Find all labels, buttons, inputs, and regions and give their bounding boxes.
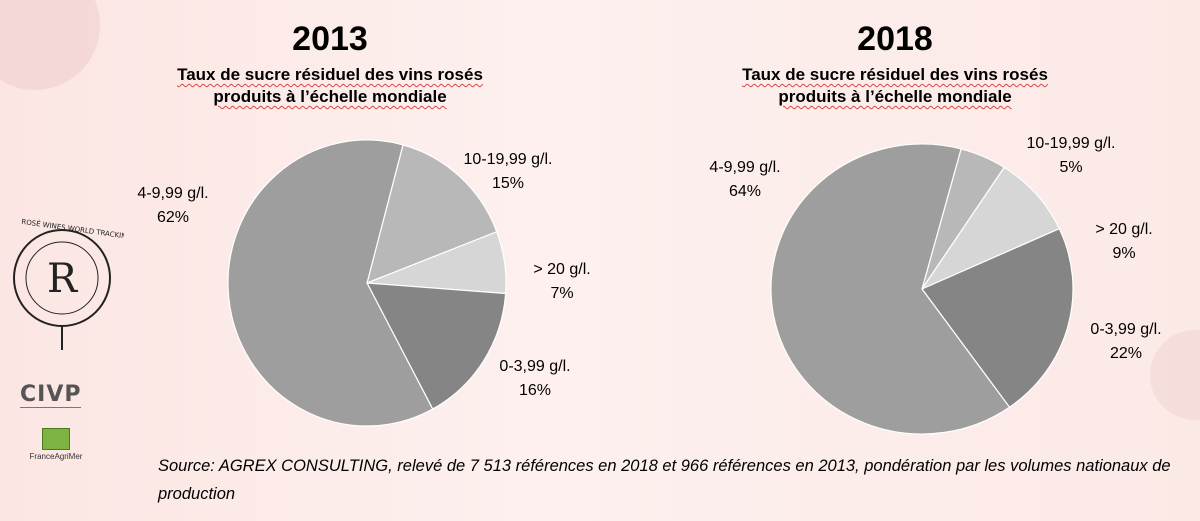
- chart-2018-subtitle-line1: Taux de sucre résiduel des vins rosés: [742, 65, 1048, 84]
- source-note: Source: AGREX CONSULTING, relevé de 7 51…: [158, 457, 1171, 503]
- chart-2018-label-4-9-pct: 64%: [728, 183, 762, 200]
- chart-2018-label-4-9: 4-9,99 g/l. 64%: [690, 156, 800, 204]
- chart-2013-title: 2013: [292, 20, 368, 58]
- chart-2018-title: 2018: [857, 20, 933, 58]
- franceagrimer-logo-text: FranceAgriMer: [29, 452, 83, 461]
- chart-2013-label-4-9-name: 4-9,99 g/l.: [137, 185, 209, 202]
- chart-2018-label-10-19: 10-19,99 g/l. 5%: [1006, 132, 1136, 180]
- chart-2013-subtitle: Taux de sucre résiduel des vins rosés pr…: [140, 64, 520, 108]
- chart-2013-label-gt20: > 20 g/l. 7%: [512, 258, 612, 306]
- chart-2018-slice-1: [920, 166, 1061, 291]
- chart-2013-slice-2: [365, 282, 507, 410]
- chart-2018-label-10-19-pct: 5%: [1059, 159, 1083, 176]
- chart-2013-label-gt20-name: > 20 g/l.: [533, 261, 591, 278]
- chart-2013-label-0-3-name: 0-3,99 g/l.: [499, 358, 571, 375]
- chart-2018-slice-3: [770, 143, 1011, 435]
- chart-2018-label-0-3-name: 0-3,99 g/l.: [1090, 321, 1162, 338]
- chart-2013-label-4-9: 4-9,99 g/l. 62%: [118, 182, 228, 230]
- chart-2013-label-0-3: 0-3,99 g/l. 16%: [480, 355, 590, 403]
- chart-2018-label-gt20-name: > 20 g/l.: [1095, 221, 1153, 238]
- chart-2013-subtitle-line1: Taux de sucre résiduel des vins rosés: [177, 65, 483, 84]
- background-decor-top-left: [0, 0, 100, 90]
- chart-2018-label-gt20: > 20 g/l. 9%: [1074, 218, 1174, 266]
- chart-2013-label-10-19-pct: 15%: [491, 175, 525, 192]
- chart-2013-label-0-3-pct: 16%: [518, 382, 552, 399]
- chart-2018-subtitle-line2: produits à l’échelle mondiale: [778, 87, 1012, 106]
- chart-2018-label-0-3: 0-3,99 g/l. 22%: [1066, 318, 1186, 366]
- franceagrimer-mark: [42, 428, 70, 450]
- chart-2018-label-4-9-name: 4-9,99 g/l.: [709, 159, 781, 176]
- civp-logo: CIVP: [20, 382, 82, 408]
- rose-wines-logo: R ROSÉ WINES WORLD TRACKING: [13, 218, 124, 350]
- chart-2013-slice-0: [366, 144, 498, 284]
- civp-logo-text: CIVP: [20, 382, 82, 408]
- chart-2018-subtitle: Taux de sucre résiduel des vins rosés pr…: [705, 64, 1085, 108]
- chart-2018-slice-2: [921, 227, 1074, 409]
- chart-2013-label-10-19-name: 10-19,99 g/l.: [463, 151, 553, 168]
- svg-text:R: R: [47, 256, 79, 302]
- chart-2018-label-0-3-pct: 22%: [1109, 345, 1143, 362]
- chart-2013-subtitle-line2: produits à l’échelle mondiale: [213, 87, 447, 106]
- chart-2018-pie: [770, 143, 1074, 435]
- franceagrimer-logo: FranceAgriMer: [20, 428, 92, 461]
- chart-2018-label-10-19-name: 10-19,99 g/l.: [1026, 135, 1116, 152]
- chart-2018-label-gt20-pct: 9%: [1112, 245, 1136, 262]
- chart-2013-label-4-9-pct: 62%: [156, 209, 190, 226]
- chart-2013-slice-3: [227, 139, 434, 427]
- chart-2013-label-10-19: 10-19,99 g/l. 15%: [448, 148, 568, 196]
- chart-2013-pie: [227, 139, 507, 427]
- chart-2013-label-gt20-pct: 7%: [550, 285, 574, 302]
